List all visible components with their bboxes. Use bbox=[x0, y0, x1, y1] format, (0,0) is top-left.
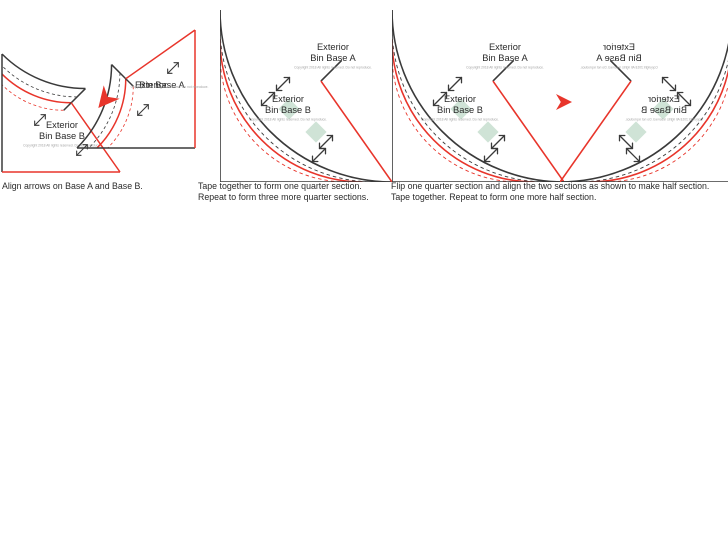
svg-text:Copyright 2018 All rights rese: Copyright 2018 All rights reserved. Do n… bbox=[131, 85, 209, 89]
svg-text:Copyright 2018 All rights rese: Copyright 2018 All rights reserved. Do n… bbox=[249, 118, 327, 122]
svg-text:Exterior: Exterior bbox=[272, 94, 304, 104]
svg-text:Bin Base B: Bin Base B bbox=[641, 105, 687, 115]
svg-text:Copyright 2018 All rights rese: Copyright 2018 All rights reserved. Do n… bbox=[625, 118, 703, 122]
svg-text:Exterior: Exterior bbox=[489, 42, 521, 52]
svg-text:Exterior: Exterior bbox=[603, 42, 635, 52]
svg-text:Exterior: Exterior bbox=[46, 120, 78, 130]
svg-text:Copyright 2018 All rights rese: Copyright 2018 All rights reserved. Do n… bbox=[421, 118, 499, 122]
svg-text:Bin Base A: Bin Base A bbox=[595, 53, 641, 63]
svg-text:Copyright 2018 All rights rese: Copyright 2018 All rights reserved. Do n… bbox=[294, 66, 372, 70]
svg-text:Bin Base B: Bin Base B bbox=[265, 105, 311, 115]
svg-text:Copyright 2018 All rights rese: Copyright 2018 All rights reserved. Do n… bbox=[580, 66, 658, 70]
svg-text:Exterior: Exterior bbox=[444, 94, 476, 104]
svg-text:Bin Base A: Bin Base A bbox=[310, 53, 356, 63]
svg-text:Copyright 2018 All rights rese: Copyright 2018 All rights reserved. Do n… bbox=[466, 66, 544, 70]
svg-text:Bin Base B: Bin Base B bbox=[39, 131, 85, 141]
svg-text:Bin Base A: Bin Base A bbox=[482, 53, 528, 63]
svg-text:Bin Base B: Bin Base B bbox=[437, 105, 483, 115]
svg-text:Copyright 2018 All rights rese: Copyright 2018 All rights reserved. Do n… bbox=[23, 144, 101, 148]
svg-text:Exterior: Exterior bbox=[317, 42, 349, 52]
svg-text:Exterior: Exterior bbox=[648, 94, 680, 104]
